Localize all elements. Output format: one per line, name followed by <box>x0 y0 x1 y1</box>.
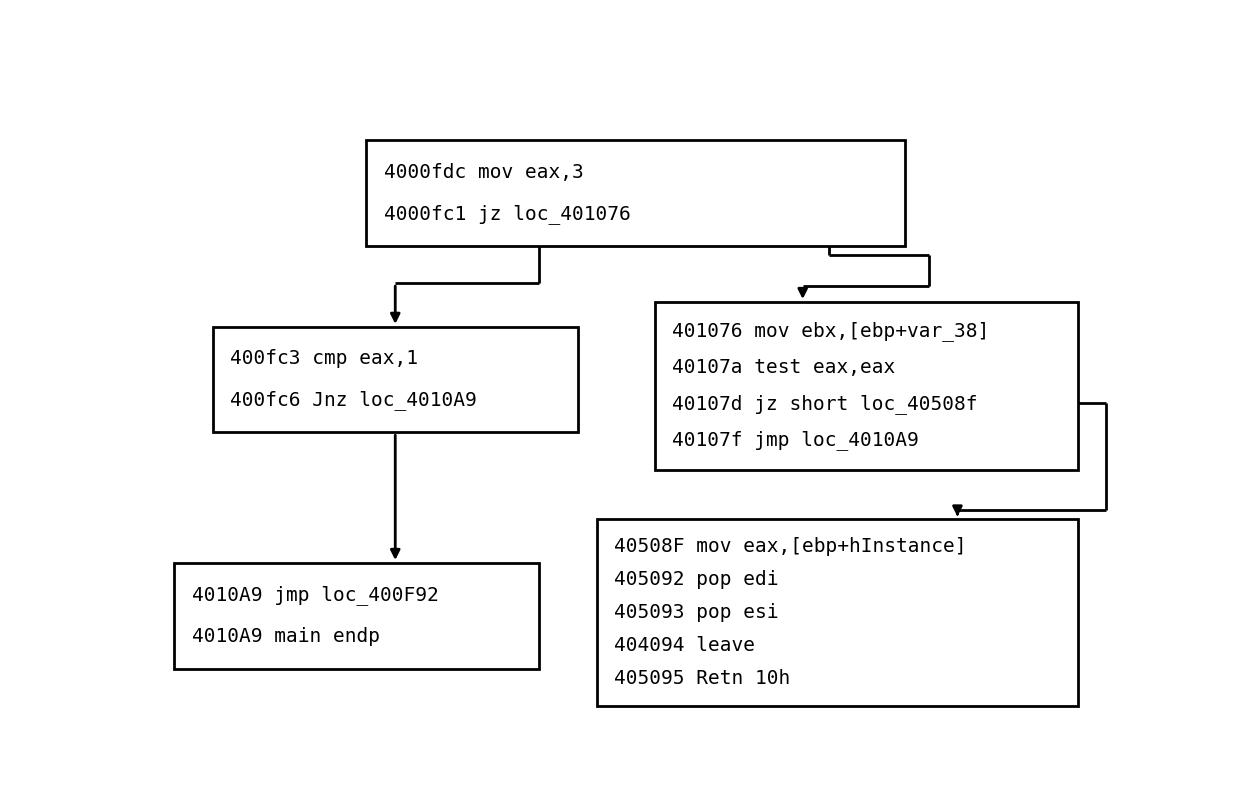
Text: 405092 pop edi: 405092 pop edi <box>614 571 779 589</box>
Text: 40107d jz short loc_40508f: 40107d jz short loc_40508f <box>672 394 977 414</box>
Bar <box>213 327 578 433</box>
Text: 4000fdc mov eax,3: 4000fdc mov eax,3 <box>383 163 584 182</box>
Text: 4010A9 main endp: 4010A9 main endp <box>191 627 379 646</box>
Text: 4010A9 jmp loc_400F92: 4010A9 jmp loc_400F92 <box>191 585 438 605</box>
Bar <box>655 302 1078 470</box>
Text: 405093 pop esi: 405093 pop esi <box>614 603 779 622</box>
Text: 405095 Retn 10h: 405095 Retn 10h <box>614 669 791 688</box>
Text: 404094 leave: 404094 leave <box>614 636 755 655</box>
Bar <box>367 140 905 246</box>
Bar <box>174 563 539 668</box>
Text: 40107f jmp loc_4010A9: 40107f jmp loc_4010A9 <box>672 430 919 450</box>
Text: 40508F mov eax,[ebp+hInstance]: 40508F mov eax,[ebp+hInstance] <box>614 537 967 557</box>
Bar <box>596 520 1078 706</box>
Text: 4000fc1 jz loc_401076: 4000fc1 jz loc_401076 <box>383 204 630 224</box>
Text: 400fc6 Jnz loc_4010A9: 400fc6 Jnz loc_4010A9 <box>229 391 476 410</box>
Text: 40107a test eax,eax: 40107a test eax,eax <box>672 358 895 377</box>
Text: 400fc3 cmp eax,1: 400fc3 cmp eax,1 <box>229 349 418 368</box>
Text: 401076 mov ebx,[ebp+var_38]: 401076 mov ebx,[ebp+var_38] <box>672 321 990 341</box>
